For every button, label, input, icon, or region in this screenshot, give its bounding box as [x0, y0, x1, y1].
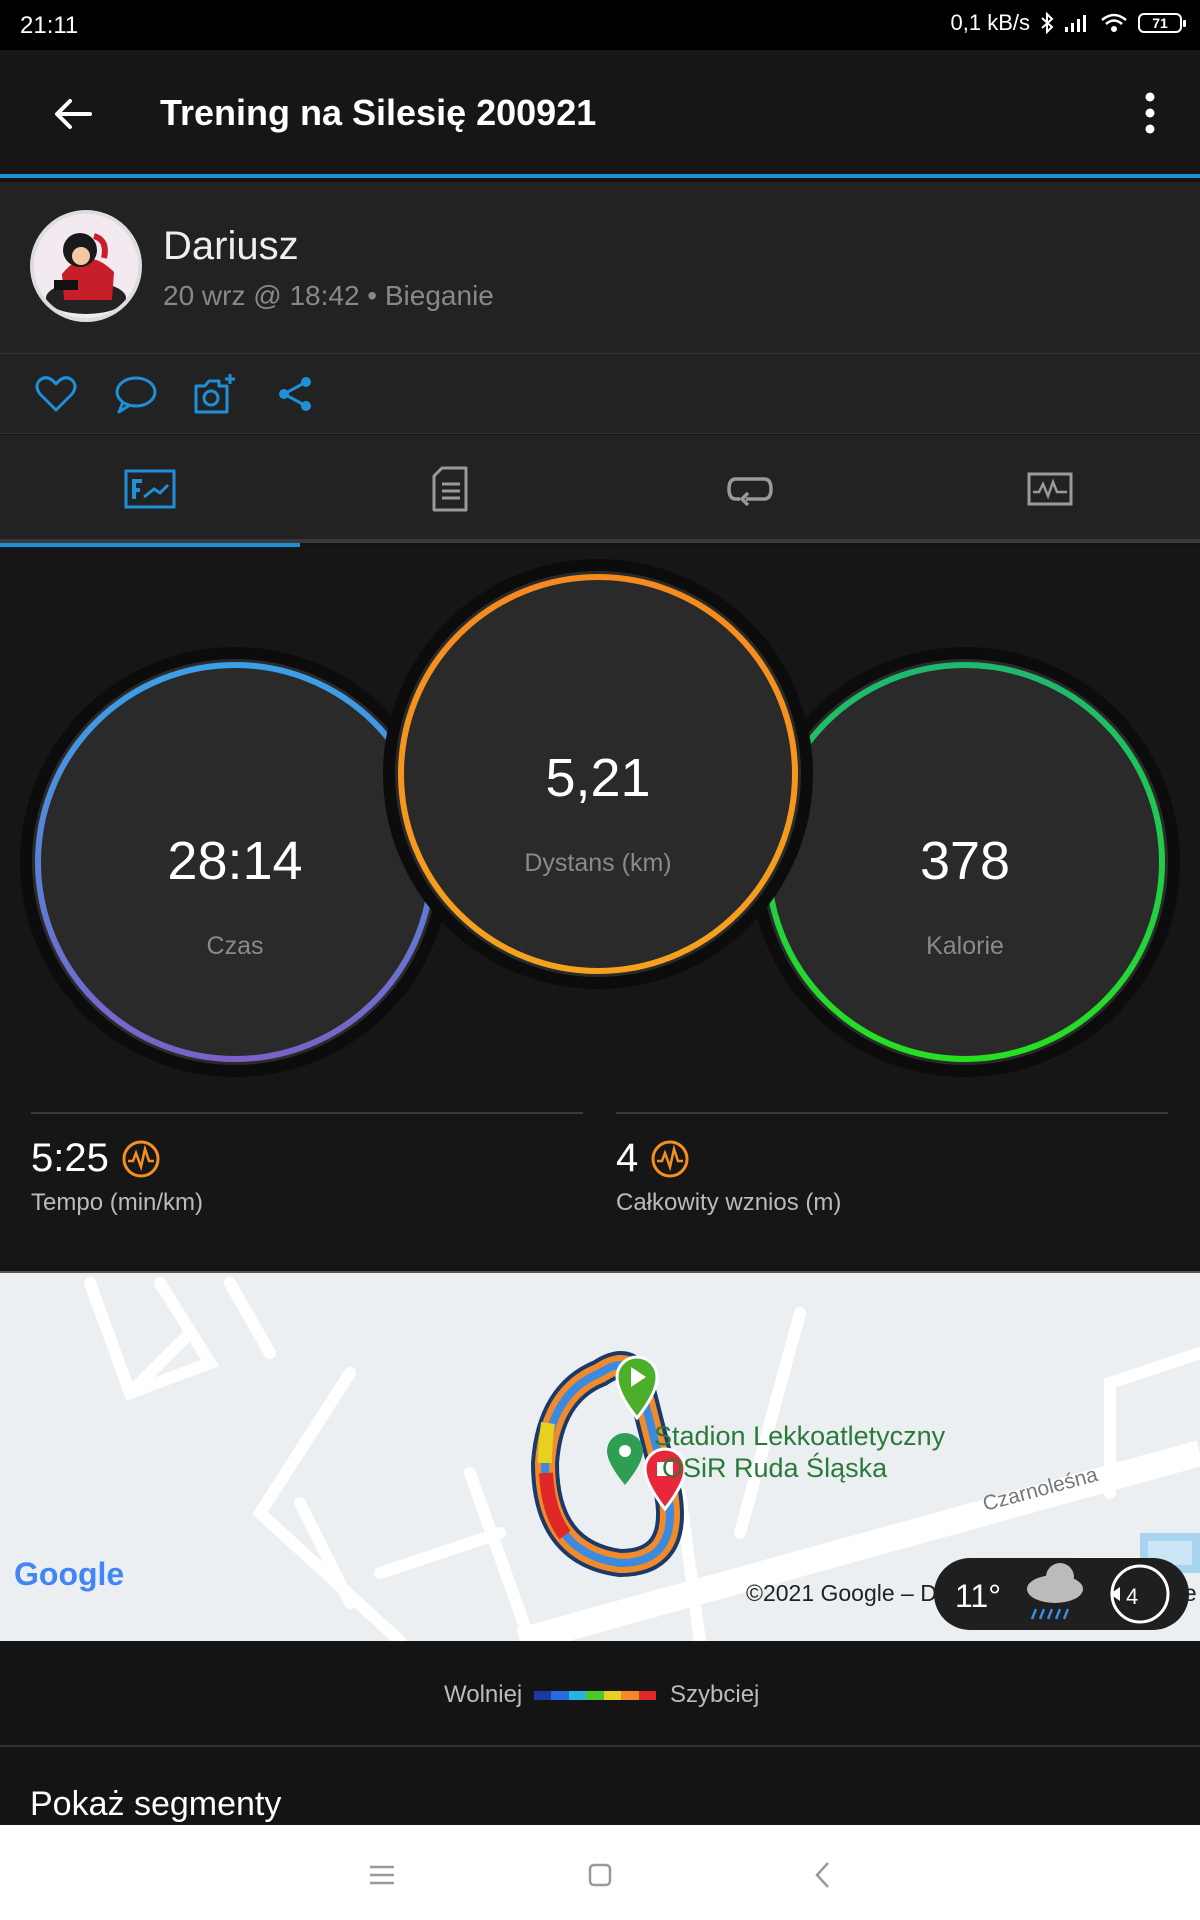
tab-charts[interactable] — [900, 435, 1200, 543]
show-segments-label: Pokaż segmenty — [30, 1785, 282, 1823]
time-stat[interactable]: 28:14 Czas — [85, 830, 385, 961]
laps-tab-icon — [727, 477, 773, 507]
page-title: Trening na Silesię 200921 — [160, 92, 597, 133]
map-copyright: ©2021 Google – Da — [746, 1580, 950, 1606]
status-icons: 0,1 kB/s 71 — [950, 10, 1186, 36]
bluetooth-icon — [1041, 12, 1054, 34]
pulse-icon — [122, 1140, 160, 1177]
tab-bar — [0, 435, 1200, 547]
weather-temperature: 11° — [955, 1578, 1001, 1614]
route-map[interactable]: Stadion Lekkoatletyczny OSiR Ruda Śląska… — [0, 1271, 1200, 1641]
heart-icon[interactable] — [34, 372, 78, 416]
system-nav-bar — [0, 1825, 1200, 1920]
distance-ring — [383, 559, 813, 989]
share-icon[interactable] — [273, 372, 317, 416]
clock-icon: 4 — [1110, 1564, 1170, 1624]
charts-tab-icon — [1027, 472, 1073, 506]
map-place-name-2: OSiR Ruda Śląska — [662, 1451, 888, 1483]
distance-value: 5,21 — [545, 748, 651, 808]
pace-stat[interactable]: 5:25 Tempo (min/km) — [31, 1112, 583, 1217]
stat-rings — [20, 559, 1180, 1077]
distance-label: Dystans (km) — [524, 849, 672, 877]
google-logo: Google — [14, 1556, 124, 1592]
activity-meta: 20 wrz @ 18:42 • Bieganie — [163, 280, 494, 311]
weather-badge: 4 — [1126, 1584, 1138, 1609]
back-nav-icon[interactable] — [804, 1855, 844, 1895]
stats-panel: 28:14 Czas 5,21 Dystans (km) 378 Kalorie… — [0, 547, 1200, 1265]
map-canvas: Stadion Lekkoatletyczny OSiR Ruda Śląska… — [0, 1273, 1200, 1641]
time-ring — [20, 647, 450, 1077]
start-marker — [615, 1355, 659, 1421]
app-bar: Trening na Silesię 200921 — [0, 50, 1200, 178]
user-name[interactable]: Dariusz — [163, 224, 299, 268]
details-tab-icon — [432, 466, 468, 512]
more-vert-icon[interactable] — [1140, 88, 1160, 138]
action-row — [0, 354, 1200, 434]
home-icon[interactable] — [580, 1855, 620, 1895]
menu-icon[interactable] — [362, 1855, 402, 1895]
overview-tab-icon — [124, 469, 176, 509]
battery-icon: 71 — [1138, 13, 1186, 33]
place-marker — [607, 1433, 643, 1485]
distance-stat[interactable]: 5,21 Dystans (km) — [448, 747, 748, 878]
tab-details[interactable] — [300, 435, 600, 543]
finish-marker — [643, 1447, 687, 1512]
tab-overview[interactable] — [0, 435, 300, 547]
divider — [616, 1112, 1168, 1114]
wifi-icon — [1101, 13, 1127, 32]
weather-widget[interactable]: 11° 4 — [934, 1558, 1189, 1630]
add-photo-icon[interactable] — [193, 372, 237, 416]
back-arrow-icon[interactable] — [50, 92, 94, 136]
status-bar: 21:11 0,1 kB/s 71 — [0, 0, 1200, 50]
segments-row[interactable]: Pokaż segmenty — [0, 1749, 1200, 1825]
elevation-label: Całkowity wznios (m) — [616, 1189, 842, 1216]
pulse-icon — [651, 1140, 689, 1177]
calories-value: 378 — [919, 831, 1011, 891]
pace-gradient-bar — [534, 1691, 656, 1700]
pace-legend: Wolniej Szybciej — [0, 1641, 1200, 1747]
battery-level: 71 — [1152, 15, 1168, 31]
calories-stat[interactable]: 378 Kalorie — [815, 830, 1115, 961]
elevation-stat[interactable]: 4 Całkowity wznios (m) — [616, 1112, 1168, 1217]
pace-value: 5:25 — [31, 1136, 109, 1180]
status-time: 21:11 — [20, 12, 79, 39]
activity-header: Dariusz 20 wrz @ 18:42 • Bieganie — [0, 182, 1200, 354]
divider — [31, 1112, 583, 1114]
rain-cloud-icon — [1027, 1563, 1083, 1620]
calories-ring — [750, 647, 1180, 1077]
network-speed: 0,1 kB/s — [950, 10, 1030, 35]
calories-label: Kalorie — [926, 932, 1004, 960]
comment-icon[interactable] — [113, 372, 157, 416]
time-label: Czas — [206, 932, 264, 960]
pace-label: Tempo (min/km) — [31, 1189, 204, 1216]
avatar[interactable] — [30, 210, 142, 322]
slower-label: Wolniej — [444, 1681, 523, 1708]
faster-label: Szybciej — [670, 1681, 760, 1708]
map-place-name-1: Stadion Lekkoatletyczny — [654, 1421, 946, 1451]
time-value: 28:14 — [167, 831, 303, 891]
avatar-image — [34, 214, 138, 318]
signal-icon — [1065, 15, 1086, 32]
tab-laps[interactable] — [600, 435, 900, 543]
elevation-value: 4 — [616, 1136, 639, 1180]
